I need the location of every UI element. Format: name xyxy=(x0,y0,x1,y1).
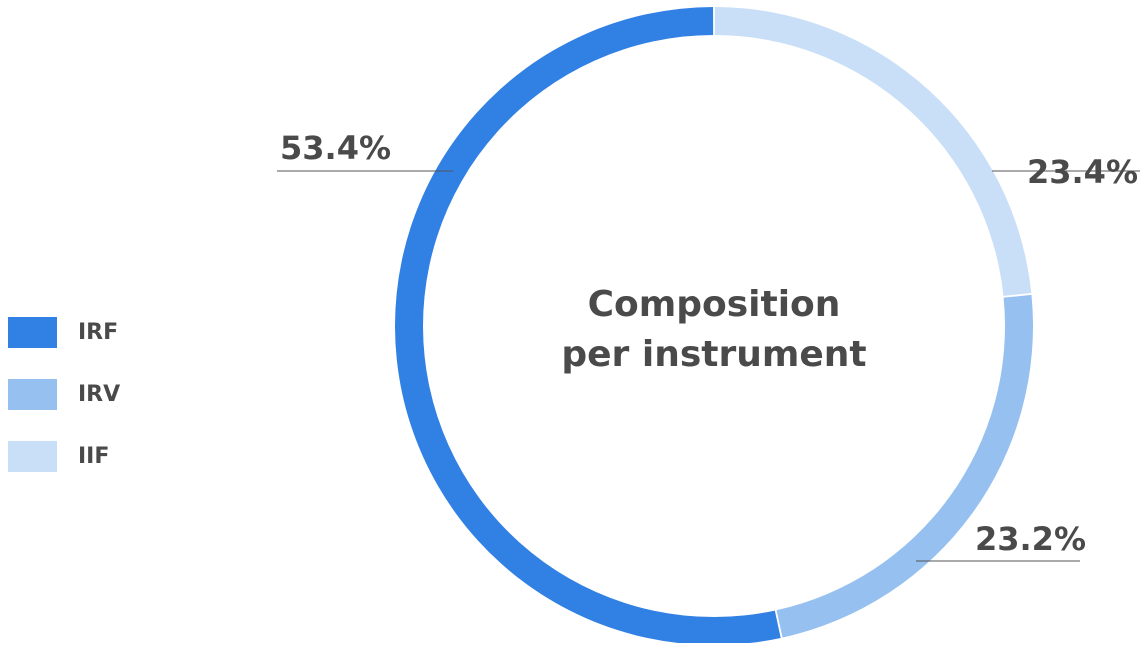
legend-item-iif[interactable]: IIF xyxy=(8,440,120,472)
chart-title-line-1: Composition xyxy=(587,284,841,325)
slice-iif[interactable] xyxy=(714,7,1032,296)
slice-label-irf: 53.4% xyxy=(280,129,391,167)
legend-label-iif: IIF xyxy=(78,443,110,469)
chart-title-line-2: per instrument xyxy=(561,334,867,375)
chart-title: Composition per instrument xyxy=(514,280,914,380)
legend-item-irf[interactable]: IRF xyxy=(8,316,120,348)
legend-swatch-iif xyxy=(8,440,57,472)
legend-label-irv: IRV xyxy=(78,381,121,407)
legend-item-irv[interactable]: IRV xyxy=(8,378,120,410)
slice-label-iif: 23.4% xyxy=(1027,153,1138,191)
slice-labels: 23.4% 23.2% 53.4% xyxy=(277,129,1140,562)
legend-swatch-irv xyxy=(8,378,57,410)
donut-slices xyxy=(394,7,1033,645)
legend-swatch-irf xyxy=(8,316,57,348)
slice-irv[interactable] xyxy=(776,294,1033,638)
slice-label-irv: 23.2% xyxy=(975,520,1086,558)
legend: IRF IRV IIF xyxy=(8,316,120,502)
legend-label-irf: IRF xyxy=(78,319,119,345)
